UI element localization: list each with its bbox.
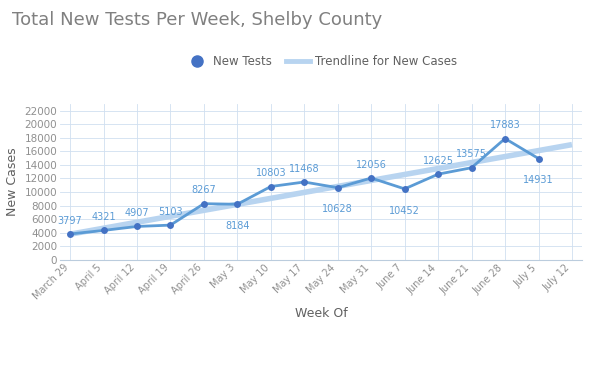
Text: 4321: 4321 <box>91 212 116 222</box>
Text: 12056: 12056 <box>356 160 386 170</box>
Text: 8184: 8184 <box>225 221 250 231</box>
Text: 14931: 14931 <box>523 175 554 185</box>
X-axis label: Week Of: Week Of <box>295 307 347 320</box>
Text: 4907: 4907 <box>125 208 149 218</box>
Text: 13575: 13575 <box>456 150 487 160</box>
Text: 8267: 8267 <box>191 186 216 196</box>
Text: 3797: 3797 <box>58 216 82 226</box>
Text: 5103: 5103 <box>158 207 183 217</box>
Text: 10452: 10452 <box>389 206 420 216</box>
Legend: New Tests, Trendline for New Cases: New Tests, Trendline for New Cases <box>181 50 461 73</box>
Text: 10628: 10628 <box>322 204 353 214</box>
Y-axis label: New Cases: New Cases <box>6 148 19 216</box>
Text: Total New Tests Per Week, Shelby County: Total New Tests Per Week, Shelby County <box>12 11 382 29</box>
Text: 17883: 17883 <box>490 120 520 130</box>
Text: 12625: 12625 <box>422 156 454 166</box>
Text: 10803: 10803 <box>256 168 286 178</box>
Text: 11468: 11468 <box>289 164 320 174</box>
